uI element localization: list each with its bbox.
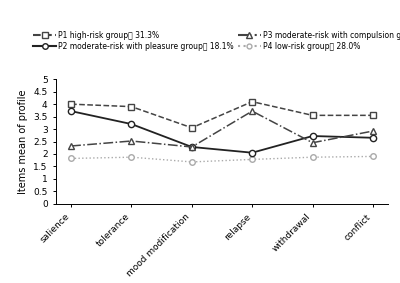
Y-axis label: Items mean of profile: Items mean of profile	[18, 89, 28, 194]
Legend: P1 high-risk group， 31.3%, P2 moderate-risk with pleasure group， 18.1%, P3 moder: P1 high-risk group， 31.3%, P2 moderate-r…	[33, 31, 400, 51]
